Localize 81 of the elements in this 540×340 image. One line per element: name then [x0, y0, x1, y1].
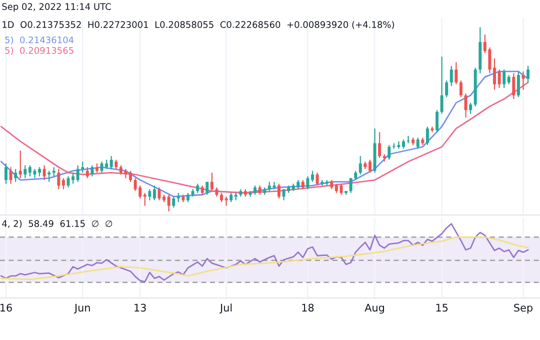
candlestick: [526, 65, 530, 83]
candlestick: [445, 80, 448, 98]
candlestick: [24, 164, 27, 179]
candlestick: [167, 194, 170, 212]
candlestick: [349, 178, 352, 194]
x-tick-label: 16: [0, 304, 12, 312]
candlestick: [502, 68, 506, 89]
candlestick: [402, 138, 405, 150]
candlestick: [306, 176, 310, 190]
candlestick: [176, 192, 180, 203]
candlestick: [186, 192, 190, 203]
candlestick: [258, 184, 262, 196]
candlestick: [493, 58, 496, 90]
x-tick-label: Jul: [219, 304, 232, 314]
candlestick: [90, 164, 94, 177]
candlestick: [4, 162, 8, 184]
candlestick: [72, 172, 75, 184]
candlestick: [129, 170, 132, 182]
annotation: 4, 2) 58.49 61.15 ∅ ∅: [2, 220, 112, 228]
text: 5) 0.20913565: [5, 46, 74, 55]
candlestick: [86, 166, 89, 179]
candlestick: [354, 170, 358, 181]
candlestick: [196, 183, 200, 194]
x-tick-label: Aug: [364, 304, 384, 314]
candlestick: [358, 156, 362, 176]
candlestick: [440, 56, 444, 114]
candlestick: [148, 188, 152, 201]
candlestick: [114, 159, 118, 170]
candlestick: [516, 70, 520, 98]
candlestick: [220, 192, 223, 203]
candlestick: [206, 181, 209, 196]
candlestick: [215, 186, 218, 198]
candlestick: [81, 161, 84, 174]
candlestick: [301, 179, 304, 190]
x-tick-label: Sep: [514, 304, 532, 314]
candlestick: [277, 183, 280, 199]
candlestick: [330, 179, 334, 190]
candlestick: [18, 150, 22, 179]
candlestick: [459, 80, 462, 98]
candlestick: [522, 70, 525, 90]
candlestick: [334, 183, 338, 194]
candlestick: [416, 137, 420, 150]
annotation: 1D O0.21375352 H0.22723001 L0.20858055 C0.22268560 +0.00893920 (+4.18%): [2, 21, 394, 30]
candlestick: [224, 196, 228, 206]
candlestick: [48, 170, 51, 182]
x-tick-label: 13: [134, 304, 146, 312]
candlestick: [254, 184, 257, 196]
candlestick: [14, 168, 18, 182]
text: Sep 02, 2022 11:14 UTC: [2, 3, 111, 12]
candlestick: [230, 192, 233, 203]
candlestick: [210, 172, 214, 192]
candlestick: [42, 164, 46, 181]
candlestick: [110, 156, 113, 170]
x-tick-label: Jun: [74, 304, 90, 314]
x-tick-label: 15: [436, 304, 448, 312]
candlestick: [469, 102, 472, 114]
candlestick: [512, 72, 516, 100]
candlestick: [152, 184, 156, 201]
candlestick: [368, 159, 372, 174]
candlestick: [57, 168, 60, 190]
text: 5) 0.21436104: [5, 36, 74, 44]
candlestick: [507, 74, 510, 85]
candlestick: [498, 68, 501, 89]
candlestick: [450, 65, 453, 87]
candlestick: [311, 170, 314, 182]
candlestick: [172, 196, 176, 208]
x-tick-label: 18: [302, 304, 314, 312]
candlestick: [38, 166, 41, 177]
candlestick: [143, 192, 146, 206]
candlestick: [9, 166, 12, 184]
candlestick: [436, 110, 439, 133]
candlestick: [200, 184, 204, 196]
candlestick: [62, 178, 65, 190]
candlestick: [426, 126, 429, 146]
candlestick: [378, 132, 382, 158]
candlestick: [96, 162, 98, 174]
candlestick: [388, 144, 391, 160]
candlestick: [76, 164, 80, 182]
candlestick: [316, 172, 319, 186]
candlestick: [454, 62, 458, 85]
candlestick: [406, 135, 410, 144]
